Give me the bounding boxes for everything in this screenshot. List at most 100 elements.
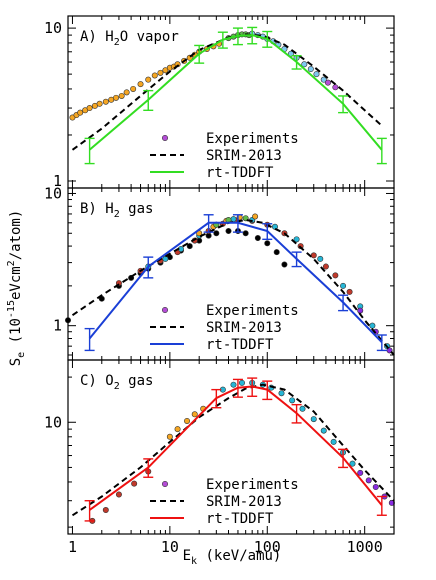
srim-line bbox=[71, 33, 383, 151]
experiment-point bbox=[162, 255, 169, 262]
legend-label: SRIM-2013 bbox=[206, 494, 282, 510]
experiment-point bbox=[254, 235, 261, 242]
y-tick-label: 10 bbox=[44, 184, 62, 202]
experiment-point bbox=[225, 228, 232, 235]
experiment-point bbox=[301, 61, 308, 68]
y-tick-label: 10 bbox=[44, 413, 62, 431]
experiment-point bbox=[357, 469, 364, 476]
experiment-point bbox=[96, 100, 103, 107]
experiment-point bbox=[372, 484, 379, 491]
experiment-point bbox=[145, 76, 152, 83]
legend-experiments-marker bbox=[162, 135, 169, 142]
srim-line bbox=[71, 218, 395, 356]
x-tick-label: 10 bbox=[161, 538, 179, 556]
experiment-series-2 bbox=[115, 217, 353, 295]
experiment-point bbox=[299, 405, 306, 412]
x-tick-label: 1 bbox=[68, 538, 77, 556]
experiment-point bbox=[102, 507, 109, 514]
experiment-point bbox=[320, 427, 327, 434]
experiment-point bbox=[157, 69, 164, 76]
x-axis-title: Ek (keV/amu) bbox=[183, 548, 282, 567]
experiment-point bbox=[174, 426, 181, 433]
experiment-point bbox=[115, 491, 122, 498]
tddft-series bbox=[84, 377, 387, 522]
legend-label: SRIM-2013 bbox=[206, 148, 282, 164]
x-axis: 1 10 100 1000 bbox=[68, 538, 383, 556]
experiment-series-3 bbox=[145, 216, 391, 350]
experiment-point bbox=[332, 272, 339, 279]
experiment-point bbox=[151, 72, 158, 79]
experiment-series-3 bbox=[249, 30, 327, 83]
experiment-point bbox=[317, 255, 324, 262]
experiment-point bbox=[349, 460, 356, 467]
legend-label: Experiments bbox=[206, 131, 299, 147]
experiment-point bbox=[230, 216, 237, 223]
experiment-point bbox=[123, 89, 130, 96]
panel-1: 1 10 A) H2O vapor ExperimentsSRIM-2013rt-TD… bbox=[44, 15, 395, 190]
experiment-series-1 bbox=[89, 468, 152, 524]
experiment-point bbox=[332, 84, 339, 91]
tddft-line bbox=[88, 34, 383, 151]
legend-experiments-marker bbox=[162, 480, 169, 487]
panel-label: A) H2O vapor bbox=[80, 29, 179, 48]
experiment-point bbox=[130, 85, 137, 92]
tddft-series bbox=[84, 214, 387, 352]
experiment-point bbox=[346, 288, 353, 295]
experiment-point bbox=[77, 109, 84, 116]
experiment-point bbox=[322, 263, 329, 270]
experiment-point bbox=[320, 76, 327, 83]
experiment-point bbox=[86, 105, 93, 112]
experiment-point bbox=[162, 67, 169, 74]
experiment-series-4 bbox=[324, 79, 339, 91]
experiment-point bbox=[313, 71, 320, 78]
y-tick-label: 10 bbox=[44, 19, 62, 37]
experiment-point bbox=[289, 397, 296, 404]
y-tick-label: 1 bbox=[53, 317, 62, 335]
panels-group: 110 A) H2O vaporExperimentsSRIM-2013rt-TD… bbox=[44, 15, 395, 535]
experiment-point bbox=[310, 416, 317, 423]
legend-label: SRIM-2013 bbox=[206, 320, 282, 336]
experiment-point bbox=[281, 261, 288, 268]
legend-experiments-marker bbox=[162, 306, 169, 313]
panel-label: B) H2 gas bbox=[80, 201, 153, 220]
experiment-series-3 bbox=[219, 379, 356, 467]
experiment-series-4 bbox=[357, 469, 395, 506]
experiment-point bbox=[293, 236, 300, 243]
experiment-point bbox=[137, 81, 144, 88]
legend-label: Experiments bbox=[206, 303, 299, 319]
experiment-point bbox=[324, 79, 331, 86]
legend-label: rt-TDDFT bbox=[206, 511, 274, 527]
legend-label: Experiments bbox=[206, 477, 299, 493]
experiment-point bbox=[369, 322, 376, 329]
experiment-point bbox=[213, 230, 220, 237]
x-tick-label: 100 bbox=[254, 538, 281, 556]
y-axis-title: Se (10-15eVcm2/atom) bbox=[6, 210, 27, 367]
x-tick-label: 1000 bbox=[347, 538, 383, 556]
srim-line bbox=[71, 383, 395, 517]
tddft-line bbox=[88, 221, 383, 343]
experiment-point bbox=[118, 92, 125, 99]
experiment-point bbox=[242, 230, 249, 237]
experiment-point bbox=[310, 252, 317, 259]
experiment-point bbox=[230, 381, 237, 388]
panel-frame bbox=[67, 359, 395, 535]
experiment-series-1 bbox=[65, 228, 288, 324]
y-tick-label: 1 bbox=[53, 172, 62, 190]
experiment-point bbox=[184, 417, 191, 424]
experiment-point bbox=[113, 94, 120, 101]
experiment-point bbox=[186, 243, 193, 250]
experiment-point bbox=[252, 213, 259, 220]
experiment-point bbox=[191, 411, 198, 418]
experiment-point bbox=[278, 390, 285, 397]
experiment-point bbox=[102, 98, 109, 105]
experiment-series-2 bbox=[166, 405, 207, 440]
legend-label: rt-TDDFT bbox=[206, 165, 274, 181]
legend-label: rt-TDDFT bbox=[206, 337, 274, 353]
experiment-point bbox=[131, 480, 138, 487]
